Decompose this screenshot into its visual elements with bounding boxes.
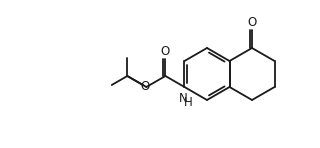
Text: N: N (179, 92, 188, 105)
Text: H: H (184, 96, 193, 109)
Text: O: O (161, 45, 170, 58)
Text: O: O (141, 79, 150, 92)
Text: O: O (247, 16, 257, 29)
